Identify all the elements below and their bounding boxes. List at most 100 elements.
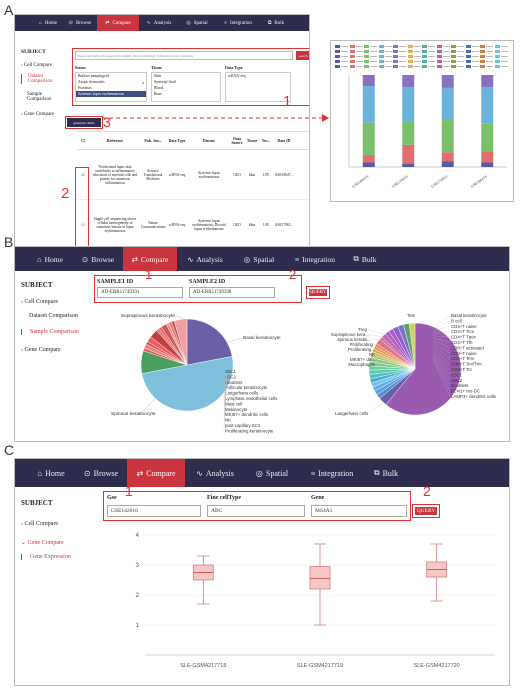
query-button[interactable]: QUERY xyxy=(306,286,330,299)
tissue-option[interactable]: Skin xyxy=(154,74,161,78)
sidebar-gene-compare[interactable]: › Gene Compare xyxy=(21,347,61,353)
sidebar-dataset-comparison[interactable]: Dataset Comparison xyxy=(21,74,61,84)
cell-dataid[interactable]: GSE17963... xyxy=(274,223,294,227)
legend-swatch xyxy=(335,55,340,58)
col-reference[interactable]: Reference xyxy=(106,138,124,143)
nav-spatial[interactable]: ◎ Spatial xyxy=(186,20,208,27)
cell-tech: 10X xyxy=(262,172,270,177)
legend-swatch xyxy=(335,65,340,68)
stacked-bar-segment xyxy=(362,155,375,163)
legend-swatch xyxy=(451,45,456,48)
stacked-bar-segment xyxy=(402,144,415,164)
sidebar-sample-comparison[interactable]: Sample Comparison xyxy=(27,92,52,102)
search-button[interactable]: search xyxy=(296,51,309,60)
pie-label: Treg xyxy=(358,327,367,332)
cell-reference[interactable]: Nonlesional lupus skin contributes to in… xyxy=(92,164,138,185)
sidebar-gene-compare[interactable]: › Gene Compare xyxy=(21,112,55,117)
query-button[interactable]: QUERY xyxy=(412,504,440,518)
sample2-input[interactable]: AD-ERR11749398 xyxy=(189,287,275,298)
gene-input-highlight-box xyxy=(103,491,411,521)
nav-compare[interactable]: ⇄ Compare xyxy=(97,15,139,31)
tissue-option[interactable]: Bone xyxy=(154,92,163,96)
nav-home[interactable]: ⌂ Home xyxy=(37,468,65,478)
pie-label: Spinous keratinocyte xyxy=(111,411,156,417)
nav-integration[interactable]: ≡ Integration xyxy=(310,468,354,478)
legend-label-line xyxy=(457,56,464,57)
gene-input[interactable]: MS4A1 xyxy=(311,505,407,517)
legend-swatch xyxy=(436,55,442,58)
status-list[interactable]: Bullous pemphigoid Atopic dermatitis Pso… xyxy=(75,72,147,102)
datatype-option[interactable]: scRNA-seq xyxy=(228,74,246,78)
legend-swatch xyxy=(393,60,398,63)
gse-input[interactable]: GSE142016 xyxy=(107,505,201,517)
tissue-option[interactable]: Synovial fluid xyxy=(154,80,176,84)
nav-browse[interactable]: ⊙ Browse xyxy=(83,468,119,478)
sidebar-cell-compare[interactable]: › Cell Compare xyxy=(21,521,58,527)
nav-analysis[interactable]: ∿ Analysis xyxy=(196,468,234,478)
legend-label-line xyxy=(428,61,435,62)
nav-bulk[interactable]: ⧉ Bulk xyxy=(353,254,377,264)
col-tech[interactable]: Tec... xyxy=(261,138,271,143)
legend-label-line xyxy=(500,51,508,52)
col-dataid[interactable]: Data ID xyxy=(277,138,291,143)
col-datatype[interactable]: Data Type xyxy=(168,138,186,143)
legend-swatch xyxy=(480,45,485,48)
x-tick-label: GSE179633 xyxy=(391,175,409,189)
gene-label: Gene xyxy=(311,495,325,501)
nav-home[interactable]: ⌂ Home xyxy=(38,20,58,26)
status-option[interactable]: Bullous pemphigoid xyxy=(78,74,109,78)
tissue-option[interactable]: Blood xyxy=(154,86,164,90)
legend-label-line xyxy=(442,66,450,67)
cell-reference[interactable]: Single-cell sequencing shows cellular he… xyxy=(93,217,137,233)
nav-integration[interactable]: ≡ Integration xyxy=(224,20,252,26)
tissue-list[interactable]: Skin Synovial fluid Blood Bone xyxy=(151,72,221,102)
sidebar-dataset-comparison[interactable]: Dataset Comparison xyxy=(29,313,78,319)
legend-label-line xyxy=(341,61,348,62)
nav-analysis[interactable]: ∿ Analysis xyxy=(187,254,223,264)
nav-bulk[interactable]: ⧉ Bulk xyxy=(267,20,285,27)
pie-leader-line xyxy=(432,351,451,375)
search-input[interactable]: Please enter keywords: support Data Item… xyxy=(75,51,293,60)
row-checkbox[interactable]: ☑ xyxy=(81,172,85,177)
sidebar-cell-compare[interactable]: › Cell Compare xyxy=(21,63,52,68)
navbar-b: ⌂ Home ⊙ Browse ⇄ Compare ∿ Analysis ◎ Spatia… xyxy=(15,247,509,271)
sidebar-cell-compare[interactable]: › Cell Compare xyxy=(21,299,58,305)
select-all-checkbox[interactable]: ☐ xyxy=(81,139,85,143)
legend-label-line xyxy=(355,61,363,62)
table-row[interactable]: ☑ Nonlesional lupus skin contributes to … xyxy=(77,150,309,200)
sample1-input[interactable]: AD-ERR11749391 xyxy=(97,287,183,298)
nav-compare[interactable]: ⇄ Compare xyxy=(127,459,185,487)
pie-leader-line xyxy=(371,339,394,342)
label-1: 1 xyxy=(283,93,292,110)
table-row[interactable]: ☑ Single-cell sequencing shows cellular … xyxy=(77,200,309,249)
nav-home[interactable]: ⌂ Home xyxy=(37,254,63,264)
nav-spatial[interactable]: ◎ Spatial xyxy=(243,254,275,264)
status-option[interactable]: Atopic dermatitis xyxy=(78,80,105,84)
generate-charts-button[interactable]: generate charts xyxy=(65,116,103,129)
row-checkbox[interactable]: ☑ xyxy=(81,223,85,227)
datatype-list[interactable]: scRNA-seq xyxy=(225,72,291,102)
col-disease[interactable]: Disease xyxy=(202,138,216,143)
col-journal[interactable]: Pub. Jou... xyxy=(144,138,162,143)
sidebar-sample-comparison[interactable]: Sample Comparison xyxy=(21,329,101,335)
legend-label-line xyxy=(486,56,493,57)
sidebar-gene-expression[interactable]: Gene Expression xyxy=(21,554,101,560)
stacked-bar-segment xyxy=(402,86,415,122)
status-option-selected[interactable]: Systemic lupus erythematosus xyxy=(76,91,146,97)
status-option[interactable]: Psoriasis xyxy=(78,86,92,90)
nav-spatial[interactable]: ◎ Spatial xyxy=(255,468,289,478)
nav-compare[interactable]: ⇄ Compare xyxy=(123,247,177,271)
col-tissue[interactable]: Tissue xyxy=(246,138,258,143)
nav-bulk[interactable]: ⧉ Bulk xyxy=(373,468,399,478)
celltype-input[interactable]: ABC xyxy=(207,505,305,517)
pie-leader-line xyxy=(432,344,451,359)
nav-analysis[interactable]: ∿ Analysis xyxy=(146,20,172,27)
nav-integration[interactable]: ≡ Integration xyxy=(294,254,336,264)
panel-letter-c: C xyxy=(4,442,15,458)
nav-browse[interactable]: ⊙ Browse xyxy=(81,254,115,264)
legend-swatch xyxy=(407,65,413,68)
sidebar-gene-compare[interactable]: ⌄ Gene Compare xyxy=(21,540,64,546)
nav-browse[interactable]: ⊙ Browse xyxy=(68,20,92,27)
cell-dataid[interactable]: GSE18647... xyxy=(274,172,294,177)
col-source[interactable]: Data Source xyxy=(231,136,243,145)
